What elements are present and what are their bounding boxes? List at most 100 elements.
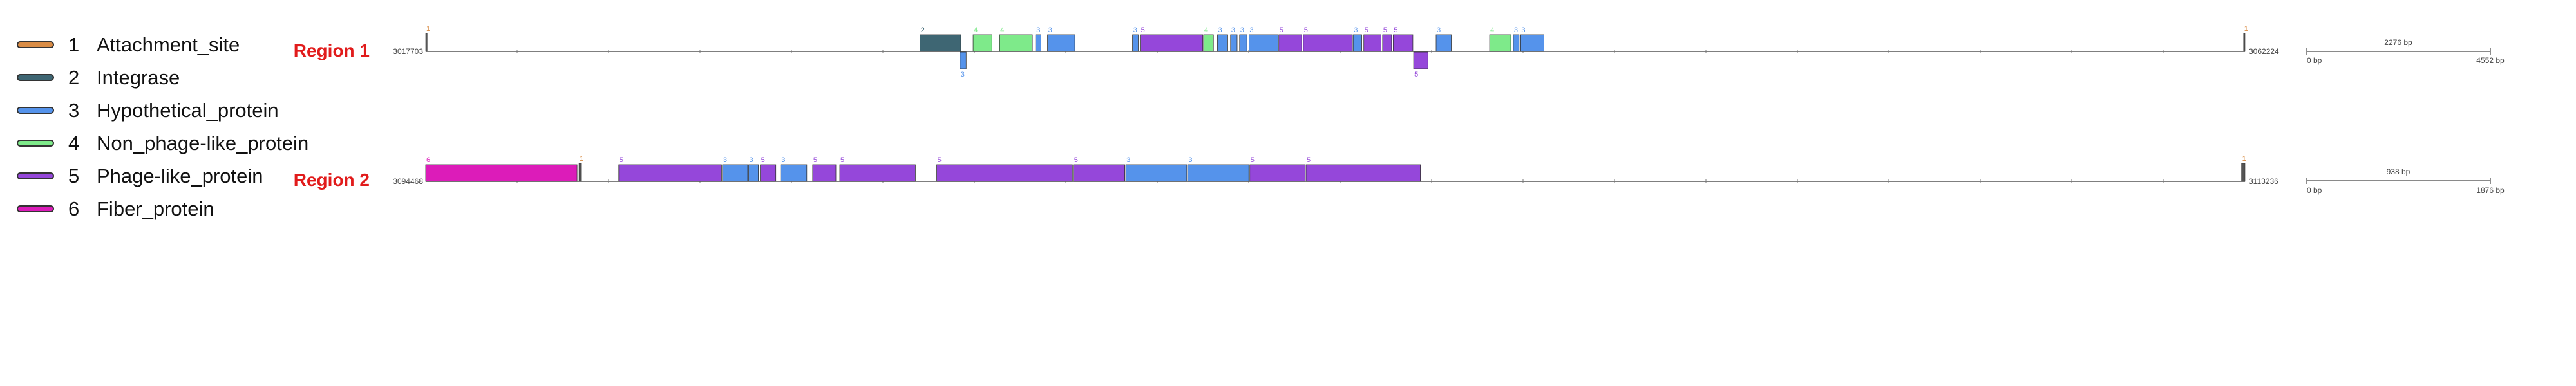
gene-hypothetical-protein[interactable] (1132, 34, 1139, 52)
gene-phage-like-protein[interactable] (760, 164, 777, 182)
gene-type-label: 5 (840, 156, 844, 164)
gene-phage-like-protein[interactable] (1413, 51, 1428, 69)
gene-type-label: 5 (1365, 26, 1368, 34)
gene-non-phage-like-protein[interactable] (972, 34, 992, 52)
gene-phage-like-protein[interactable] (1140, 34, 1204, 52)
legend-number: 4 (68, 131, 80, 154)
legend-label: Non_phage-like_protein (97, 131, 309, 154)
gene-hypothetical-protein[interactable] (1125, 164, 1188, 182)
scale-bar-label: 938 bp (2387, 167, 2410, 176)
gene-type-label: 3 (1126, 156, 1130, 164)
gene-phage-like-protein[interactable] (812, 164, 837, 182)
gene-type-label: 3 (723, 156, 727, 164)
gene-hypothetical-protein[interactable] (1035, 34, 1041, 52)
gene-phage-like-protein[interactable] (1249, 164, 1305, 182)
gene-hypothetical-protein[interactable] (780, 164, 808, 182)
gene-phage-like-protein[interactable] (1382, 34, 1392, 52)
gene-type-label: 2 (921, 26, 925, 34)
gene-non-phage-like-protein[interactable] (1489, 34, 1511, 52)
scale-bar: 938 bp 0 bp 1876 bp (2306, 167, 2505, 195)
gene-hypothetical-protein[interactable] (1513, 34, 1520, 52)
gene-fiber-protein[interactable] (425, 164, 578, 182)
gene-hypothetical-protein[interactable] (1352, 34, 1362, 52)
legend-number: 5 (68, 164, 80, 187)
gene-hypothetical-protein[interactable] (1047, 34, 1075, 52)
gene-hypothetical-protein[interactable] (1520, 34, 1544, 52)
gene-phage-like-protein[interactable] (1363, 34, 1381, 52)
gene-attachment-site[interactable] (2241, 163, 2246, 182)
gene-hypothetical-protein[interactable] (722, 164, 748, 182)
gene-type-label: 4 (1204, 26, 1208, 34)
gene-type-label: 5 (1251, 156, 1255, 164)
gene-type-label: 5 (1414, 71, 1418, 78)
legend-item-phage-like-protein: 5 Phage-like_protein (17, 160, 308, 192)
gene-type-label: 3 (1231, 26, 1235, 34)
gene-attachment-site[interactable] (578, 163, 582, 182)
gene-type-label: 3 (1437, 26, 1441, 34)
gene-type-label: 5 (1383, 26, 1387, 34)
gene-hypothetical-protein[interactable] (1217, 34, 1228, 52)
legend-swatch (17, 74, 54, 81)
end-coordinate: 3062224 (2249, 47, 2279, 56)
legend-item-fiber-protein: 6 Fiber_protein (17, 192, 308, 225)
legend-swatch (17, 107, 54, 114)
gene-integrase[interactable] (920, 34, 961, 52)
gene-type-label: 5 (1304, 26, 1308, 34)
legend-swatch (17, 172, 54, 179)
gene-hypothetical-protein[interactable] (1188, 164, 1249, 182)
legend-item-hypothetical-protein: 3 Hypothetical_protein (17, 94, 308, 127)
scale-bar-right-label: 1876 bp (2476, 186, 2505, 195)
gene-hypothetical-protein[interactable] (1230, 34, 1238, 52)
gene-type-label: 3 (1133, 26, 1137, 34)
gene-phage-like-protein[interactable] (1278, 34, 1302, 52)
gene-phage-like-protein[interactable] (1073, 164, 1126, 182)
gene-phage-like-protein[interactable] (1305, 164, 1421, 182)
gene-phage-like-protein[interactable] (839, 164, 916, 182)
gene-hypothetical-protein[interactable] (1239, 34, 1247, 52)
gene-type-label: 3 (1188, 156, 1192, 164)
gene-type-label: 5 (1307, 156, 1311, 164)
gene-phage-like-protein[interactable] (618, 164, 722, 182)
legend-label: Hypothetical_protein (97, 98, 279, 122)
gene-type-label: 4 (1000, 26, 1004, 34)
legend-number: 6 (68, 197, 80, 220)
gene-hypothetical-protein[interactable] (1249, 34, 1278, 52)
gene-hypothetical-protein[interactable] (960, 51, 967, 69)
scale-bar-left-label: 0 bp (2307, 56, 2322, 65)
gene-hypothetical-protein[interactable] (748, 164, 759, 182)
gene-phage-like-protein[interactable] (936, 164, 1073, 182)
gene-type-label: 3 (1240, 26, 1244, 34)
gene-type-label: 6 (426, 156, 430, 164)
gene-type-label: 1 (2244, 25, 2248, 33)
gene-type-label: 1 (580, 155, 583, 163)
region-1: Region 1 3017703 3062224 1 234 4 3 3 3 5 4 3 3 3 3 5… (294, 25, 2505, 78)
gene-type-label: 1 (426, 25, 430, 33)
gene-type-label: 3 (1036, 26, 1040, 34)
gene-type-label: 3 (961, 71, 965, 78)
gene-non-phage-like-protein[interactable] (999, 34, 1033, 52)
gene-type-label: 3 (1521, 26, 1525, 34)
gene-non-phage-like-protein[interactable] (1203, 34, 1214, 52)
legend-number: 1 (68, 33, 80, 56)
gene-attachment-site[interactable] (425, 33, 428, 52)
legend-label: Fiber_protein (97, 197, 214, 220)
gene-type-label: 3 (750, 156, 753, 164)
gene-type-label: 3 (1354, 26, 1358, 34)
gene-phage-like-protein[interactable] (1392, 34, 1414, 52)
gene-type-label: 5 (813, 156, 817, 164)
gene-type-label: 4 (1490, 26, 1494, 34)
legend-swatch (17, 140, 54, 147)
gene-hypothetical-protein[interactable] (1435, 34, 1452, 52)
scale-bar: 2276 bp 0 bp 4552 bp (2306, 38, 2505, 65)
gene-type-label: 5 (938, 156, 942, 164)
gene-type-label: 1 (2242, 155, 2246, 163)
gene-attachment-site[interactable] (2243, 33, 2246, 52)
legend-item-attachment-site: 1 Attachment_site (17, 28, 308, 61)
gene-type-label: 3 (1218, 26, 1222, 34)
gene-type-label: 5 (761, 156, 765, 164)
gene-type-label: 3 (1514, 26, 1518, 34)
gene-phage-like-protein[interactable] (1303, 34, 1353, 52)
